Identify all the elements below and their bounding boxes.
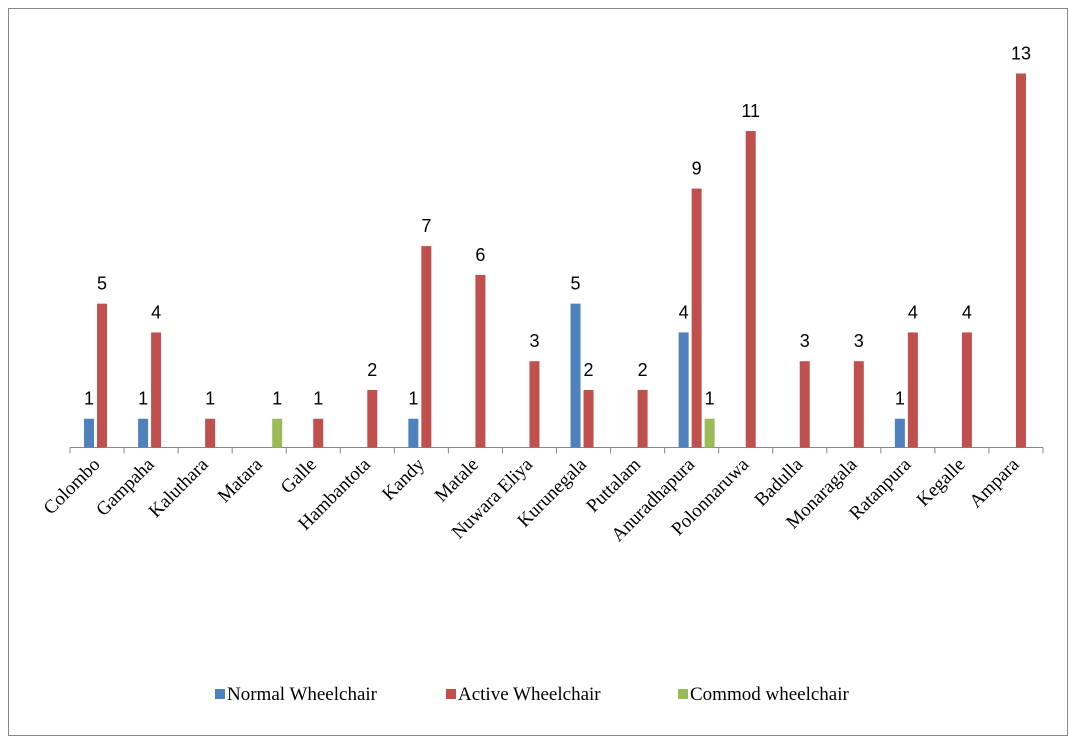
data-label: 4 [151,302,161,322]
bar [367,389,378,448]
data-label: 2 [638,360,648,380]
data-label: 1 [205,389,215,409]
data-label: 11 [741,101,760,121]
bar [84,418,95,448]
bar [853,361,864,448]
data-label: 5 [97,274,107,294]
data-label: 1 [138,389,148,409]
data-label: 1 [313,389,323,409]
data-label: 1 [408,389,418,409]
data-label: 4 [679,302,689,322]
data-label: 1 [895,389,905,409]
data-label: 4 [962,302,972,322]
bar [408,418,419,448]
data-label: 3 [529,331,539,351]
data-label: 9 [692,159,702,179]
bar [745,131,756,448]
legend-swatch [215,689,225,699]
data-label: 7 [421,216,431,236]
legend-label: Commod wheelchair [690,684,849,705]
bar [799,361,810,448]
bar [475,274,486,448]
bar [97,303,108,448]
bar [529,361,540,448]
data-label: 1 [84,389,94,409]
legend-label: Normal Wheelchair [227,684,378,705]
legend-swatch [678,689,688,699]
data-label: 5 [571,274,581,294]
bar [907,332,918,448]
data-label: 1 [272,389,282,409]
data-label: 13 [1011,43,1031,63]
data-label: 6 [475,245,485,265]
bar [704,418,715,448]
bar [138,418,149,448]
bar [894,418,905,448]
bar [272,418,283,448]
bar [678,332,689,448]
bar [583,389,594,448]
data-label: 4 [908,302,918,322]
bar [205,418,216,448]
data-label: 3 [854,331,864,351]
data-label: 2 [367,360,377,380]
bar [1015,73,1026,448]
bar [637,389,648,448]
bar [421,246,432,448]
bar [961,332,972,448]
data-label: 1 [705,389,715,409]
data-label: 3 [800,331,810,351]
bar [570,303,581,448]
data-label: 2 [584,360,594,380]
legend-label: Active Wheelchair [458,684,601,705]
bar [313,418,324,448]
bar [151,332,162,448]
legend-swatch [446,689,456,699]
bar [691,188,702,448]
